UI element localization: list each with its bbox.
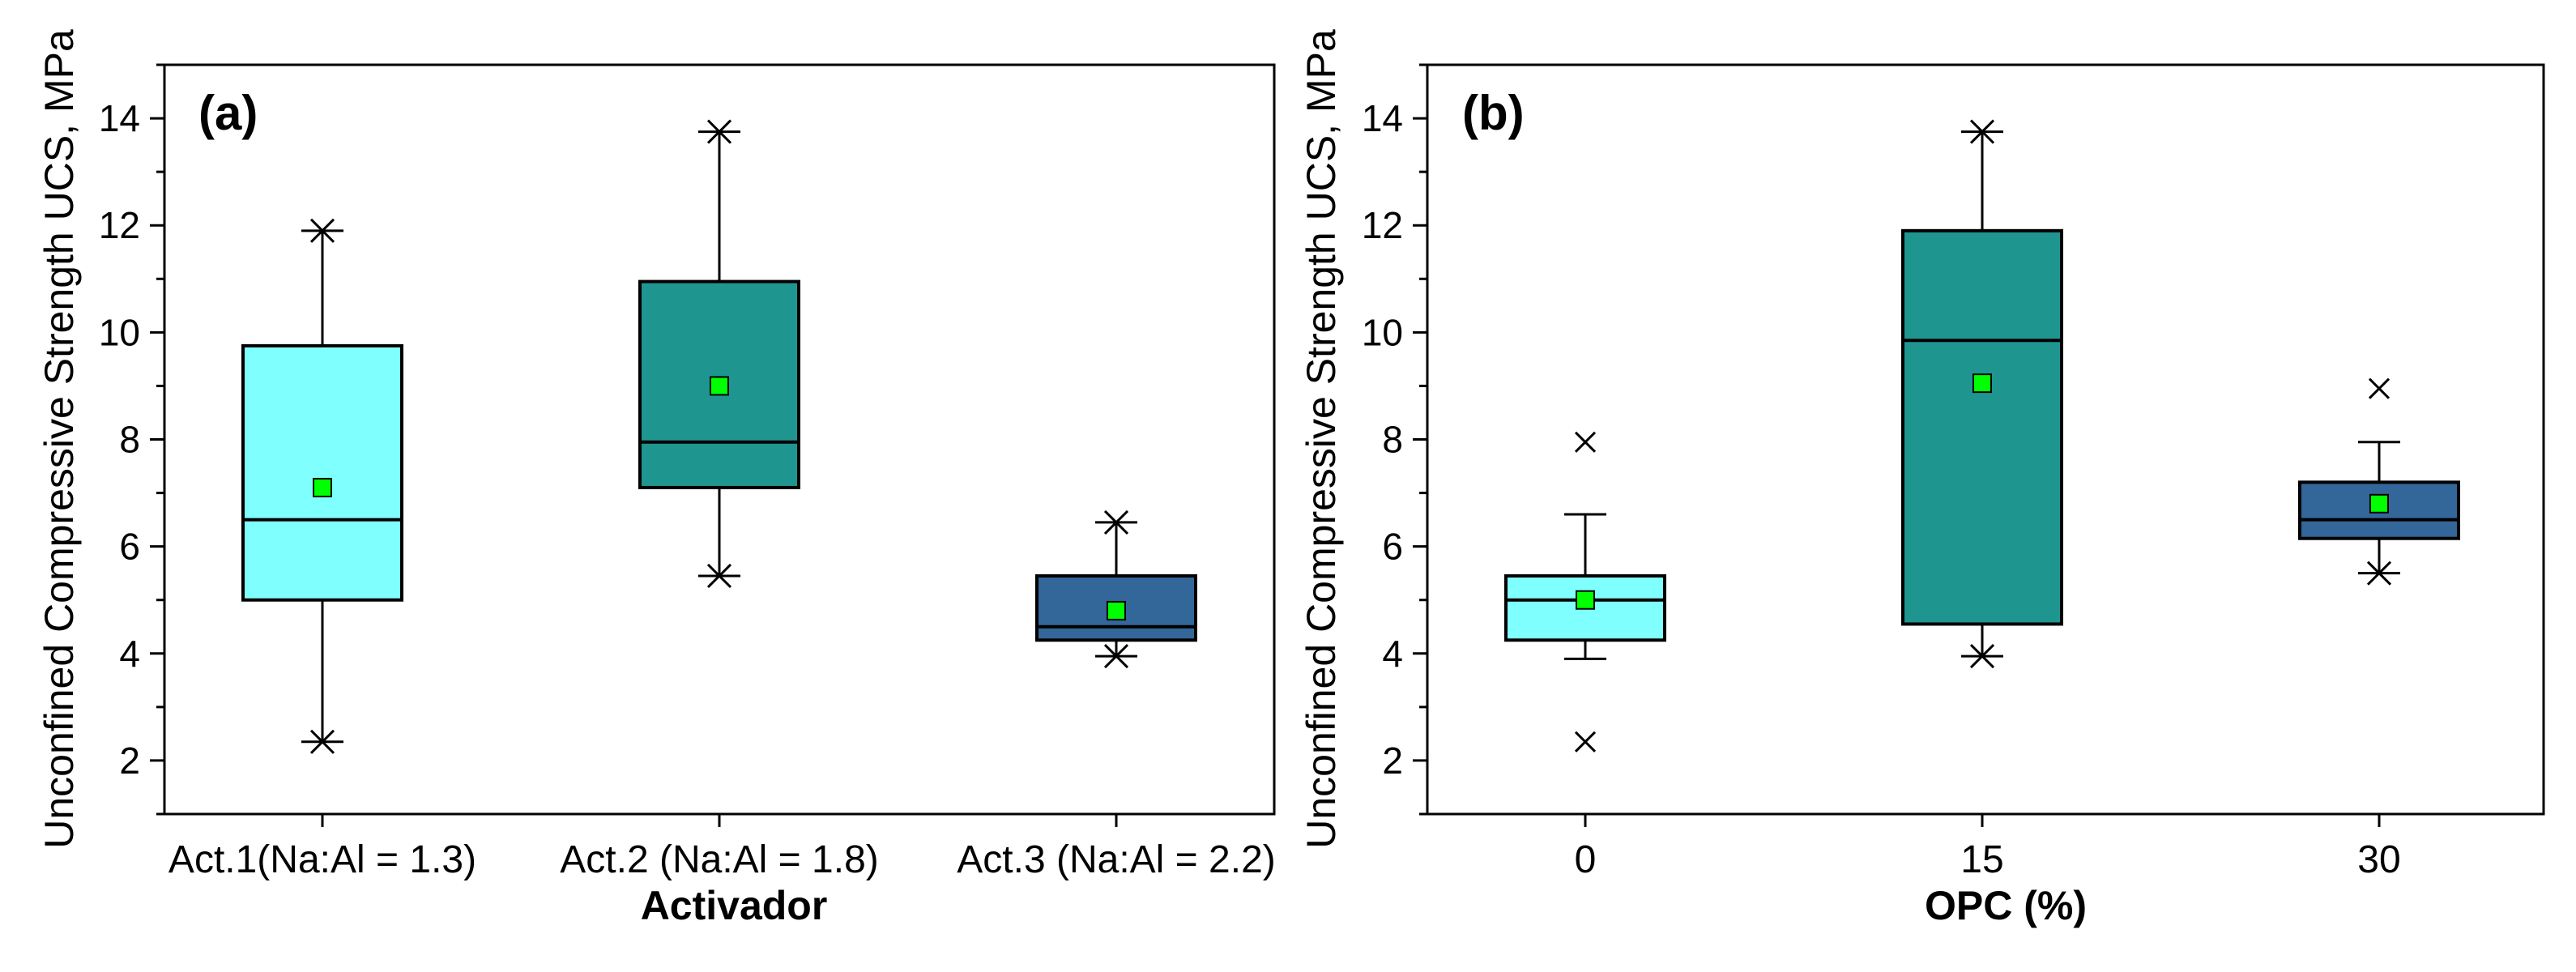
max-marker-stroke	[309, 218, 335, 243]
max-marker	[1103, 509, 1129, 535]
max-marker	[706, 119, 732, 144]
x-category-label: 15	[1960, 838, 2003, 881]
mean-marker	[1107, 600, 1126, 620]
min-marker	[2366, 561, 2392, 586]
box-3	[1035, 509, 1197, 827]
min-marker	[706, 563, 732, 589]
y-tick-label: 8	[119, 419, 140, 461]
boxes	[1504, 119, 2460, 827]
y-tick-label: 10	[99, 311, 140, 353]
x-axis-labels: Act.1(Na:Al = 1.3) Act.2 (Na:Al = 1.8) Act…	[168, 838, 1276, 881]
x-axis-title: Activador	[641, 883, 828, 928]
outlier-marker	[1574, 431, 1597, 453]
y-tick-label: 10	[1362, 311, 1403, 353]
panel-label: (b)	[1462, 86, 1525, 140]
y-tick-label: 14	[1362, 97, 1403, 139]
min-marker	[309, 729, 335, 754]
mean-marker	[1576, 590, 1595, 610]
y-tick-label: 2	[1382, 740, 1403, 782]
boxes	[241, 119, 1197, 827]
y-tick-label: 12	[99, 204, 140, 246]
min-marker-stroke	[309, 729, 335, 754]
outlier-marker-stroke	[1574, 431, 1597, 453]
x-category-label: 0	[1575, 838, 1597, 881]
min-marker-stroke	[1103, 644, 1129, 669]
min-marker-stroke	[706, 563, 732, 589]
min-marker-stroke	[1969, 644, 1995, 669]
y-tick-label: 4	[119, 633, 140, 675]
interquartile-box	[1901, 228, 2063, 626]
y-axis-ticks: 2 4 6 8 10 12 14	[99, 63, 164, 816]
panel-b: (b) Unconfined Compressive Strength UCS,…	[1299, 29, 2545, 928]
y-tick-label: 4	[1382, 633, 1403, 675]
max-marker	[1969, 119, 1995, 144]
y-tick-label: 6	[1382, 526, 1403, 568]
x-axis-labels: 0 15 30	[1575, 838, 2401, 881]
mean-marker	[1973, 373, 1992, 394]
box-1	[241, 218, 403, 827]
outlier-marker-stroke	[2368, 377, 2390, 399]
outlier-marker	[1574, 731, 1597, 752]
x-category-label: Act.1(Na:Al = 1.3)	[168, 838, 476, 881]
y-tick-label: 12	[1362, 204, 1403, 246]
min-marker-stroke	[2366, 561, 2392, 586]
box-2	[1901, 119, 2063, 827]
x-category-label: Act.3 (Na:Al = 2.2)	[957, 838, 1276, 881]
box-2	[638, 119, 800, 827]
y-tick-label: 6	[119, 526, 140, 568]
x-axis-title: OPC (%)	[1925, 883, 2087, 928]
interquartile-box	[241, 343, 403, 602]
box-3	[2298, 377, 2460, 827]
mean-marker	[2369, 493, 2389, 514]
max-marker-stroke	[706, 119, 732, 144]
x-category-label: Act.2 (Na:Al = 1.8)	[560, 838, 879, 881]
y-tick-label: 14	[99, 97, 140, 139]
mean-marker	[313, 477, 332, 497]
y-tick-label: 8	[1382, 419, 1403, 461]
box-1	[1504, 431, 1666, 827]
y-axis-ticks: 2 4 6 8 10 12 14	[1362, 63, 1427, 816]
y-tick-label: 2	[119, 740, 140, 782]
panel-label: (a)	[198, 86, 258, 140]
max-marker	[309, 218, 335, 243]
max-marker-stroke	[1969, 119, 1995, 144]
y-axis-title: Unconfined Compressive Strength UCS, MPa	[1299, 29, 1344, 849]
x-category-label: 30	[2357, 838, 2400, 881]
panel-a: (a) Unconfined Compressive Strength UCS,…	[36, 29, 1276, 928]
min-marker	[1969, 644, 1995, 669]
max-marker-stroke	[1103, 509, 1129, 535]
min-marker	[1103, 644, 1129, 669]
mean-marker	[710, 376, 729, 396]
outlier-marker	[2368, 377, 2390, 399]
outlier-marker-stroke	[1574, 731, 1597, 752]
y-axis-title: Unconfined Compressive Strength UCS, MPa	[36, 29, 82, 849]
